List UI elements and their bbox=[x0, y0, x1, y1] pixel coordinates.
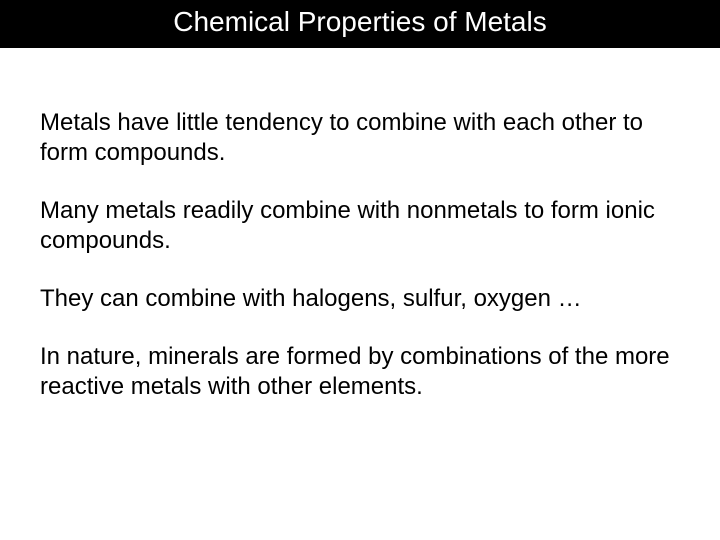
paragraph-3: They can combine with halogens, sulfur, … bbox=[40, 284, 680, 314]
paragraph-2: Many metals readily combine with nonmeta… bbox=[40, 196, 680, 256]
slide-title: Chemical Properties of Metals bbox=[0, 6, 720, 38]
slide-content: Metals have little tendency to combine w… bbox=[0, 48, 720, 402]
title-bar: Chemical Properties of Metals bbox=[0, 0, 720, 48]
paragraph-4: In nature, minerals are formed by combin… bbox=[40, 342, 680, 402]
paragraph-1: Metals have little tendency to combine w… bbox=[40, 108, 680, 168]
